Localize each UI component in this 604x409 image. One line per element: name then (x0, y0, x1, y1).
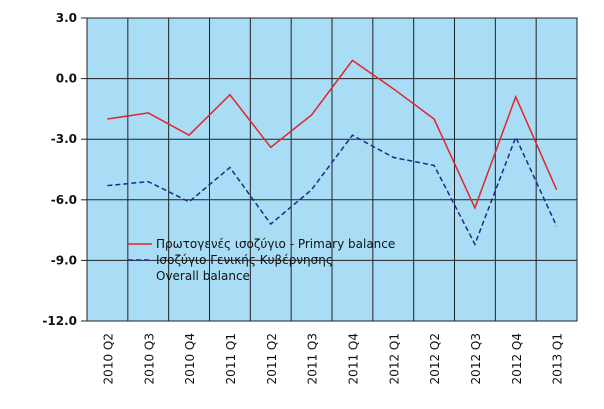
x-tick-label: 2012 Q4 (510, 333, 524, 384)
x-tick-label: 2011 Q1 (224, 333, 238, 384)
y-tick-label: 0.0 (56, 72, 77, 86)
y-tick-label: -6.0 (51, 193, 77, 207)
legend: Πρωτογενές ισοζύγιο - Primary balance Ισο… (127, 236, 395, 284)
y-tick-label: -3.0 (51, 132, 77, 146)
x-tick-label: 2012 Q3 (469, 333, 483, 384)
y-tick-label: 3.0 (56, 11, 77, 25)
series-line (107, 134, 558, 247)
y-tick-label: -12.0 (42, 314, 77, 328)
x-tick-label: 2012 Q1 (387, 333, 401, 384)
legend-swatch (128, 259, 152, 261)
x-tick-label: 2012 Q2 (428, 333, 442, 384)
legend-swatch (128, 243, 152, 245)
x-tick-label: 2011 Q4 (346, 333, 360, 384)
x-tick-label: 2011 Q2 (265, 333, 279, 384)
y-tick-label: -9.0 (51, 253, 77, 267)
x-tick-label: 2013 Q1 (551, 333, 565, 384)
x-tick-label: 2010 Q2 (101, 333, 115, 384)
legend-label: Πρωτογενές ισοζύγιο - Primary balance (156, 237, 396, 251)
x-tick-label: 2010 Q3 (142, 333, 156, 384)
x-tick-label: 2010 Q4 (183, 333, 197, 384)
x-tick-label: 2011 Q3 (306, 333, 320, 384)
series-line (107, 59, 558, 210)
legend-entry: Ισοζύγιο Γενικής Κυβέρνησης Overall bala… (127, 252, 395, 284)
legend-label: Ισοζύγιο Γενικής Κυβέρνησης Overall bala… (156, 253, 333, 283)
legend-entry: Πρωτογενές ισοζύγιο - Primary balance (127, 236, 395, 252)
plot-frame (86, 17, 578, 322)
